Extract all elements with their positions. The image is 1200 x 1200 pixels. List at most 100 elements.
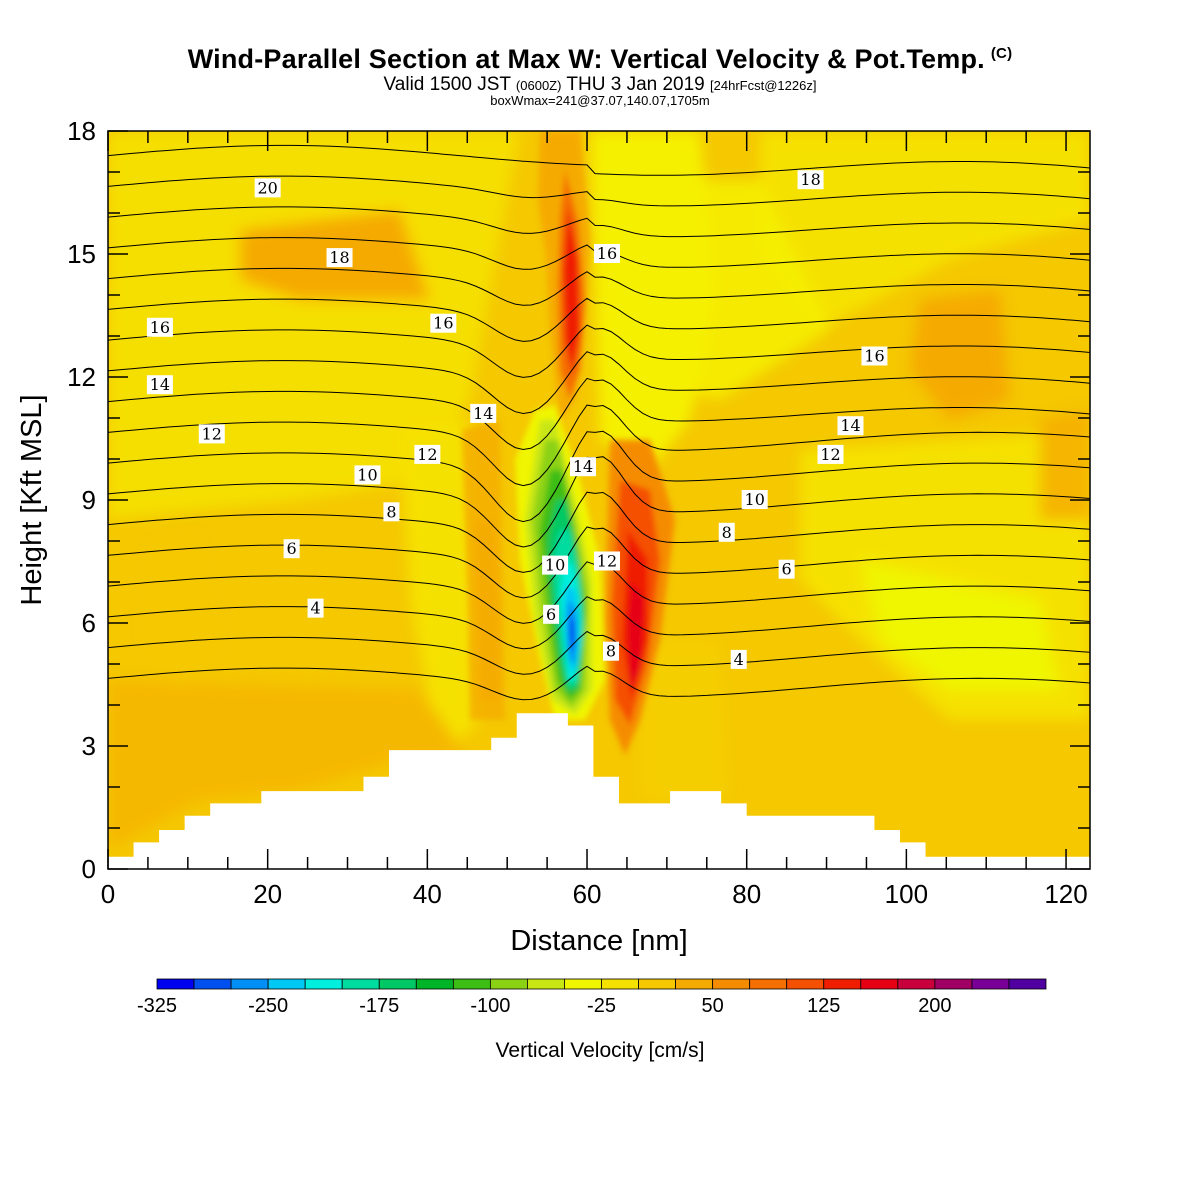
chart-title: Wind-Parallel Section at Max W: Vertical… (187, 44, 1013, 74)
box-wmax-info: boxWmax=241@37.07,140.07,1705m (490, 93, 710, 108)
contour-label: 6 (283, 539, 300, 559)
contour-labels: 2018161412108641614121816161412108641412… (146, 170, 888, 669)
contour-label: 12 (817, 444, 844, 464)
valid-date: THU 3 Jan 2019 (566, 74, 705, 95)
colorbar-swatch (452, 978, 491, 990)
x-tick-label: 60 (573, 879, 602, 909)
theta-contour (108, 596, 1090, 650)
y-tick-label: 12 (67, 362, 96, 392)
svg-text:12: 12 (597, 552, 617, 571)
theta-contour (108, 665, 1090, 701)
contour-label: 14 (470, 403, 497, 423)
svg-text:8: 8 (386, 502, 396, 521)
contour-label: 10 (542, 555, 569, 575)
theta-contour (108, 526, 1090, 599)
svg-text:6: 6 (287, 539, 297, 558)
colorbar-tick-label: -100 (470, 995, 510, 1017)
svg-text:4: 4 (734, 650, 744, 669)
colorbar-swatch (860, 978, 899, 990)
svg-text:4: 4 (310, 599, 320, 618)
svg-text:14: 14 (150, 375, 170, 394)
colorbar-swatch (749, 978, 788, 990)
contour-label: 16 (430, 313, 457, 333)
valid-time: Valid 1500 JST (383, 74, 511, 95)
theta-contour (108, 297, 1090, 342)
contour-label: 16 (861, 346, 888, 366)
x-tick-label: 0 (101, 879, 115, 909)
y-tick-label: 6 (82, 608, 96, 638)
svg-text:16: 16 (597, 244, 617, 263)
colorbar-tick-label: -25 (587, 995, 616, 1017)
forecast-info: [24hrFcst@1226z] (710, 78, 817, 93)
svg-text:12: 12 (417, 445, 437, 464)
colorbar-swatch (971, 978, 1010, 990)
contour-label: 6 (543, 604, 560, 624)
colorbar-swatch (786, 978, 825, 990)
colorbar-swatch (1008, 978, 1047, 990)
svg-text:16: 16 (433, 314, 453, 333)
svg-text:10: 10 (745, 490, 765, 509)
svg-text:8: 8 (722, 523, 732, 542)
theta-contour (108, 324, 1090, 378)
svg-text:12: 12 (820, 445, 840, 464)
theta-contour (108, 430, 1090, 523)
svg-text:16: 16 (150, 318, 170, 337)
colorbar-swatch (304, 978, 343, 990)
colorbar-swatch (193, 978, 232, 990)
contour-label: 8 (718, 522, 735, 542)
contour-label: 16 (146, 317, 173, 337)
terrain-mask (108, 713, 1090, 869)
contour-label: 14 (570, 457, 597, 477)
plot-area (108, 131, 1090, 869)
contour-label: 8 (602, 641, 619, 661)
y-tick-label: 9 (82, 485, 96, 515)
colorbar-swatch (823, 978, 862, 990)
colorbar-swatch (934, 978, 973, 990)
x-tick-label: 80 (732, 879, 761, 909)
colorbar-swatch (156, 978, 195, 990)
colorbar-swatch (601, 978, 639, 990)
colorbar-swatch (897, 978, 936, 990)
colorbar: -325 -250 -175 -100 -25 50 125 200 (137, 978, 1047, 1017)
contour-label: 8 (383, 502, 400, 522)
theta-contour (108, 377, 1090, 451)
colorbar-swatch (489, 978, 528, 990)
svg-text:18: 18 (329, 248, 349, 267)
copyright-mark: (C) (990, 45, 1013, 62)
theta-contour (108, 144, 1090, 176)
theta-contour (108, 630, 1090, 675)
contour-label: 10 (354, 465, 381, 485)
contour-label: 16 (593, 244, 620, 263)
y-tick-label: 3 (82, 731, 96, 761)
svg-text:8: 8 (606, 642, 616, 661)
colorbar-swatch (341, 978, 380, 990)
colorbar-swatch (378, 978, 417, 990)
contour-label: 14 (837, 416, 864, 436)
x-tick-label: 40 (413, 879, 442, 909)
colorbar-swatch (415, 978, 454, 990)
contour-label: 18 (326, 248, 353, 268)
contour-label: 12 (414, 444, 441, 464)
colorbar-swatch (712, 978, 751, 990)
svg-text:14: 14 (473, 404, 493, 423)
svg-text:12: 12 (202, 424, 222, 443)
svg-text:6: 6 (546, 605, 556, 624)
svg-text:18: 18 (800, 170, 820, 189)
y-tick-label: 18 (67, 116, 96, 146)
colorbar-tick-label: -175 (359, 995, 399, 1017)
svg-text:10: 10 (545, 556, 565, 575)
contour-label: 12 (198, 424, 225, 444)
colorbar-tick-label: 125 (807, 995, 840, 1017)
axis-ticks: 0 20 40 60 80 100 120 0 3 6 9 12 15 18 (67, 116, 1090, 909)
x-tick-label: 20 (253, 879, 282, 909)
colorbar-tick-label: -250 (248, 995, 288, 1017)
theta-contour (108, 206, 1090, 238)
svg-text:14: 14 (573, 457, 593, 476)
contour-label: 6 (778, 559, 795, 579)
contour-label: 10 (741, 490, 768, 509)
x-axis-title: Distance [nm] (510, 925, 687, 957)
contour-label: 4 (730, 649, 747, 669)
colorbar-tick-label: 50 (702, 995, 724, 1017)
contour-label: 18 (797, 170, 824, 190)
